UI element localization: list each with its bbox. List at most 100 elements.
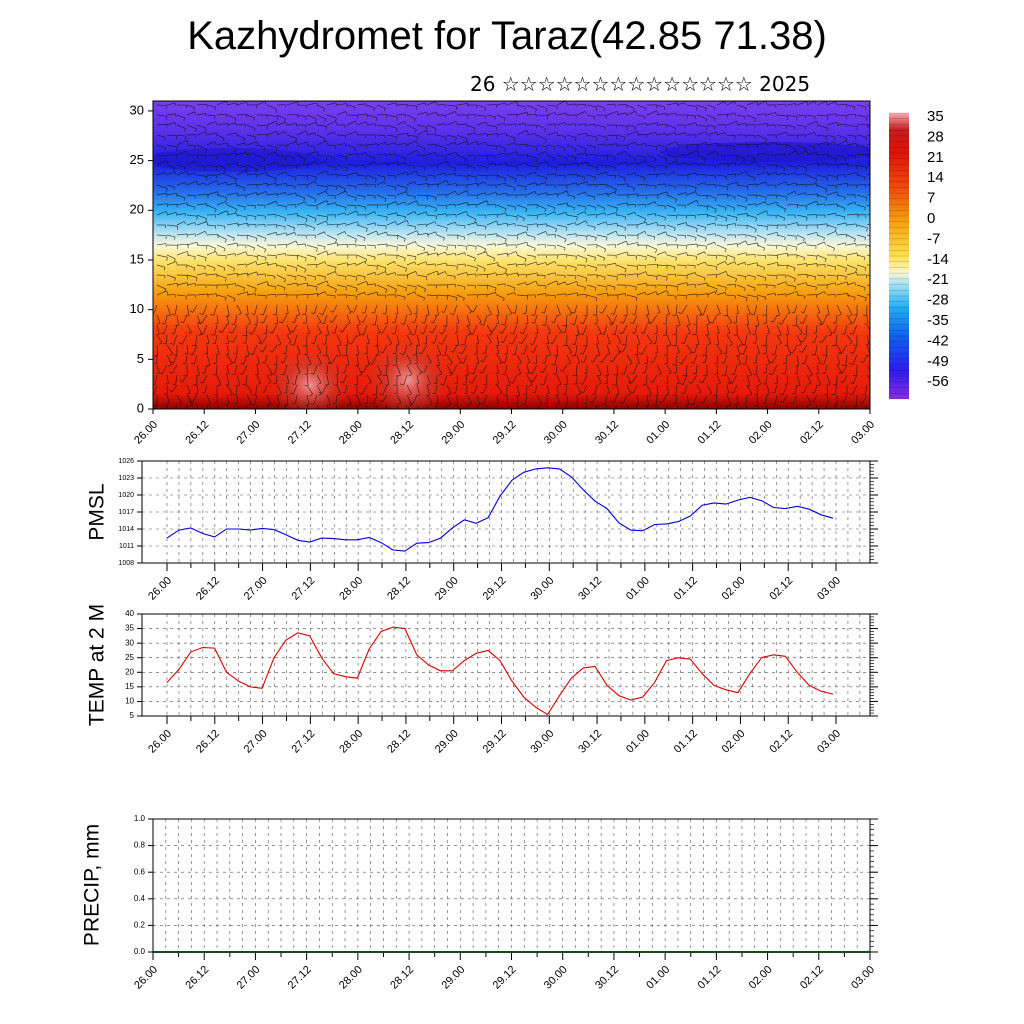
wind-barb xyxy=(194,172,197,176)
wind-barb xyxy=(786,150,797,156)
wind-barb xyxy=(478,321,482,324)
wind-barb xyxy=(296,404,300,409)
wind-barb xyxy=(794,384,798,394)
wind-barb xyxy=(286,240,297,246)
wind-barb xyxy=(446,134,457,138)
wind-barb xyxy=(376,224,387,227)
wind-barb xyxy=(716,261,726,266)
wind-barb xyxy=(366,254,376,258)
wind-barb xyxy=(556,224,567,228)
wind-barb xyxy=(843,216,846,220)
wind-barb xyxy=(625,112,628,116)
wind-barb xyxy=(310,342,315,345)
wind-barb xyxy=(286,154,296,160)
wind-barb xyxy=(496,162,507,166)
wind-barb xyxy=(156,134,166,138)
wind-barb xyxy=(486,133,498,136)
wind-barb xyxy=(636,160,646,166)
wind-barb xyxy=(204,166,206,171)
wind-barb xyxy=(665,393,669,396)
wind-barb xyxy=(776,293,786,296)
wind-barb xyxy=(635,142,637,146)
wind-barb xyxy=(315,161,317,165)
wind-barb xyxy=(194,256,196,260)
wind-barb xyxy=(366,264,378,267)
wind-barb xyxy=(635,297,638,302)
wind-barb xyxy=(345,190,348,195)
wind-barb xyxy=(446,104,458,107)
wind-barb xyxy=(346,294,358,297)
wind-barb xyxy=(604,248,607,253)
wind-barb xyxy=(746,304,751,314)
wind-barb xyxy=(166,282,178,286)
wind-barb xyxy=(316,170,327,176)
wind-barb xyxy=(777,322,782,325)
wind-barb xyxy=(706,131,717,136)
wind-barb xyxy=(456,354,462,363)
wind-barb xyxy=(196,293,208,296)
wind-barb xyxy=(724,238,726,242)
wind-barb xyxy=(396,162,406,166)
wind-barb xyxy=(724,132,727,136)
wind-barb xyxy=(530,351,534,353)
wind-barb xyxy=(354,106,356,111)
wind-barb xyxy=(406,291,416,296)
wind-barb xyxy=(316,324,322,334)
wind-barb xyxy=(496,220,499,225)
wind-barb xyxy=(323,118,327,123)
wind-barb xyxy=(473,128,476,132)
wind-barb xyxy=(396,103,407,106)
wind-barb xyxy=(596,284,607,288)
wind-barb xyxy=(386,102,397,106)
wind-barb xyxy=(466,132,476,136)
wind-barb xyxy=(706,204,717,210)
wind-barb xyxy=(286,382,289,384)
wind-barb xyxy=(546,192,548,197)
wind-barb xyxy=(713,118,716,122)
wind-barb xyxy=(861,393,866,396)
wind-barb xyxy=(596,324,602,334)
wind-barb xyxy=(771,403,776,405)
wind-barb xyxy=(574,314,578,325)
wind-barb xyxy=(553,157,556,161)
wind-barb xyxy=(584,191,587,195)
wind-barb xyxy=(476,200,487,206)
wind-barb xyxy=(486,200,489,205)
wind-barb xyxy=(200,314,208,325)
wind-barb xyxy=(366,161,375,166)
wind-barb xyxy=(716,204,727,208)
wind-barb xyxy=(784,364,788,375)
wind-barb xyxy=(816,101,827,106)
wind-barb xyxy=(248,402,252,406)
wind-barb xyxy=(655,132,658,136)
wind-barb xyxy=(243,138,246,142)
wind-barb xyxy=(286,254,298,257)
wind-barb xyxy=(405,143,408,147)
wind-barb xyxy=(266,214,276,216)
wind-barb xyxy=(706,233,716,236)
wind-barb xyxy=(643,324,648,334)
wind-barb xyxy=(866,374,870,381)
wind-barb xyxy=(386,374,390,385)
wind-barb xyxy=(164,314,168,324)
wind-barb xyxy=(702,361,706,364)
wind-barb xyxy=(326,354,331,363)
wind-barb xyxy=(396,219,408,226)
wind-barb xyxy=(782,394,788,403)
x-tick-label: 30.00 xyxy=(528,575,556,603)
wind-barb xyxy=(604,127,606,131)
wind-barb xyxy=(495,372,499,374)
wind-barb xyxy=(425,130,428,135)
wind-barb xyxy=(559,369,563,373)
wind-barb xyxy=(440,383,444,386)
wind-barb xyxy=(356,174,367,177)
wind-barb xyxy=(276,374,278,384)
wind-barb xyxy=(656,144,668,148)
wind-barb xyxy=(466,174,477,178)
wind-barb xyxy=(386,314,388,324)
wind-barb xyxy=(414,211,417,215)
wind-barb xyxy=(284,131,287,135)
wind-barb xyxy=(807,382,812,385)
wind-barb xyxy=(336,384,341,395)
wind-barb xyxy=(530,314,535,316)
